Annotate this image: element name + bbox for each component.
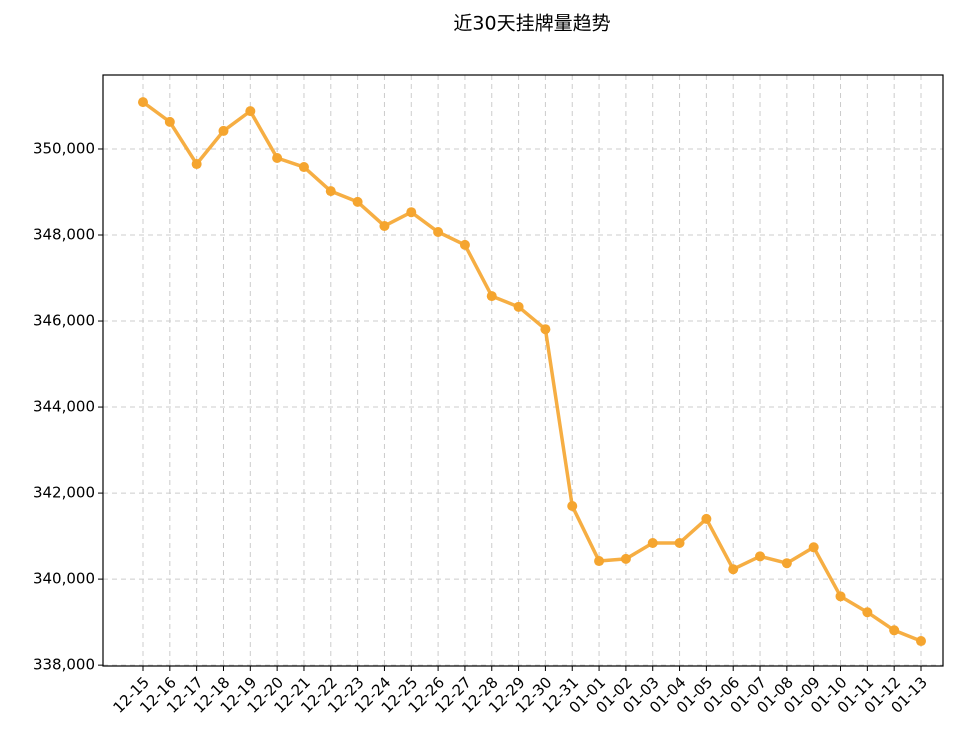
point bbox=[889, 625, 900, 636]
plot-frame bbox=[102, 74, 944, 667]
point bbox=[781, 558, 792, 569]
point bbox=[486, 291, 497, 302]
point bbox=[594, 556, 605, 567]
point bbox=[218, 125, 229, 136]
point bbox=[916, 636, 926, 647]
point bbox=[701, 513, 712, 524]
point bbox=[298, 162, 309, 173]
point bbox=[862, 607, 873, 618]
point bbox=[647, 537, 658, 548]
point bbox=[379, 220, 390, 231]
point bbox=[245, 106, 256, 117]
point bbox=[406, 207, 417, 218]
point bbox=[352, 196, 363, 207]
y-tick-label: 348,000 bbox=[33, 226, 95, 244]
y-tick-label: 342,000 bbox=[33, 484, 95, 502]
y-tick-label: 344,000 bbox=[33, 398, 95, 416]
line bbox=[141, 100, 922, 643]
point bbox=[513, 301, 524, 312]
point bbox=[138, 97, 148, 108]
y-tick-label: 346,000 bbox=[33, 312, 95, 330]
y-tick-label: 340,000 bbox=[33, 570, 95, 588]
chart-title: 近30天挂牌量趋势 bbox=[453, 13, 610, 35]
point bbox=[433, 226, 444, 237]
point bbox=[191, 159, 202, 170]
point bbox=[459, 239, 470, 250]
point bbox=[835, 591, 846, 602]
y-tick-label: 338,000 bbox=[33, 656, 95, 674]
point bbox=[808, 542, 819, 553]
point bbox=[674, 537, 685, 548]
point bbox=[728, 564, 739, 575]
y-tick-label: 350,000 bbox=[33, 139, 95, 157]
point bbox=[620, 553, 631, 564]
point bbox=[567, 500, 578, 511]
point bbox=[540, 324, 551, 335]
point bbox=[325, 186, 336, 197]
point bbox=[164, 116, 175, 127]
point bbox=[272, 153, 283, 164]
point bbox=[755, 551, 766, 562]
